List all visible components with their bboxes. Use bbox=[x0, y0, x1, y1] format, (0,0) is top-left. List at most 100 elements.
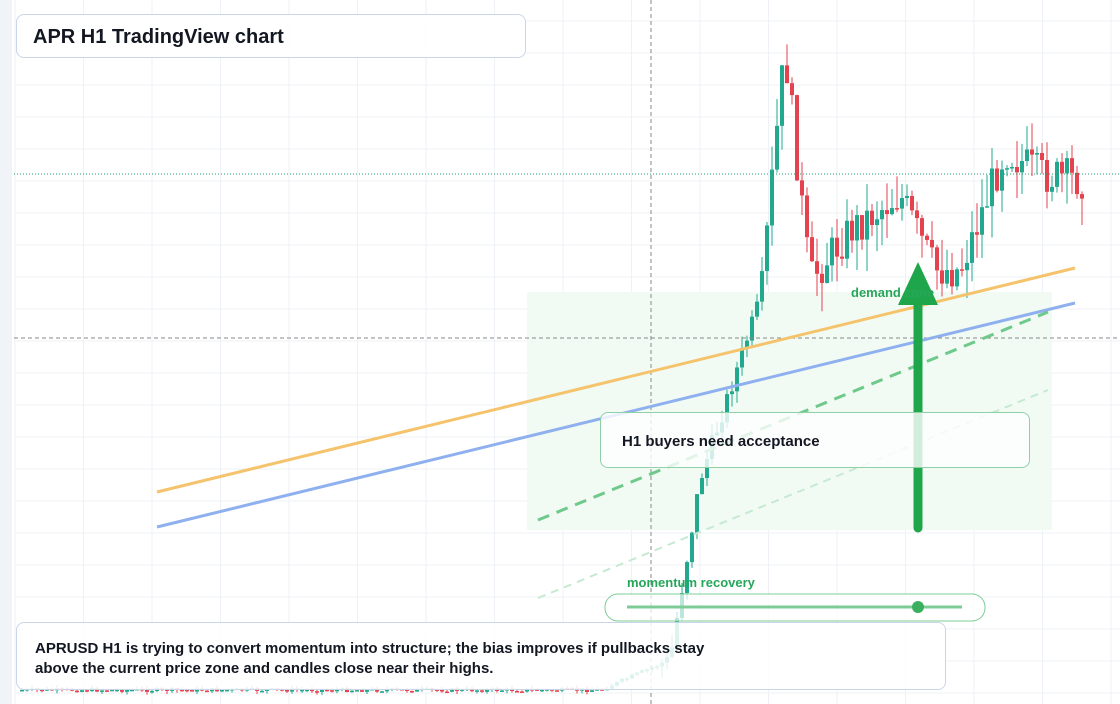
arrow-head bbox=[898, 262, 938, 305]
candle-body bbox=[520, 691, 524, 693]
candle-body bbox=[310, 689, 314, 692]
candle-body bbox=[755, 301, 759, 317]
candle-body bbox=[130, 689, 134, 692]
candle-body bbox=[930, 239, 934, 248]
candle-body bbox=[830, 237, 834, 266]
callout: H1 buyers need acceptance bbox=[622, 433, 820, 450]
candle-body bbox=[745, 340, 749, 349]
candles bbox=[20, 44, 1084, 696]
candle-body bbox=[960, 269, 964, 271]
candle-body bbox=[705, 458, 709, 479]
indicator-dot bbox=[912, 601, 924, 613]
candle-body bbox=[85, 690, 89, 692]
candle-body bbox=[750, 316, 754, 341]
candle-body bbox=[480, 690, 484, 692]
candle-body bbox=[910, 195, 914, 211]
candle-body bbox=[875, 219, 879, 226]
candle-body bbox=[1075, 172, 1079, 195]
candle-body bbox=[440, 689, 444, 692]
candle-body bbox=[815, 261, 819, 274]
candle-body bbox=[985, 206, 989, 208]
candle-body bbox=[125, 689, 129, 692]
candle-body bbox=[360, 690, 364, 692]
candle-body bbox=[840, 256, 844, 259]
candle-body bbox=[785, 65, 789, 84]
title-box: APR H1 TradingView chart bbox=[16, 14, 526, 58]
candle-body bbox=[105, 690, 109, 692]
candle-body bbox=[780, 65, 784, 126]
candle-body bbox=[1035, 152, 1039, 155]
candle-body bbox=[145, 689, 149, 692]
candle-body bbox=[1045, 160, 1049, 192]
candle-body bbox=[790, 83, 794, 96]
candle-body bbox=[350, 690, 354, 693]
candle-body bbox=[1070, 158, 1074, 173]
candle-body bbox=[1010, 166, 1014, 169]
candle-body bbox=[905, 195, 909, 199]
note-line: APRUSD H1 is trying to convert momentum … bbox=[35, 640, 705, 657]
candle-body bbox=[225, 689, 229, 692]
candle-body bbox=[955, 269, 959, 287]
candle-body bbox=[845, 220, 849, 259]
candle-body bbox=[800, 180, 804, 196]
note-line: above the current price zone and candles… bbox=[35, 660, 494, 677]
candle-body bbox=[260, 690, 264, 693]
candle-body bbox=[945, 270, 949, 284]
candle-body bbox=[40, 689, 44, 692]
candle-body bbox=[980, 207, 984, 235]
candle-body bbox=[585, 688, 589, 692]
candle-body bbox=[20, 689, 24, 692]
candle-body bbox=[555, 690, 559, 692]
candle-body bbox=[915, 210, 919, 219]
candle-body bbox=[835, 237, 839, 257]
candle-body bbox=[995, 168, 999, 191]
candle-body bbox=[450, 688, 454, 692]
candle-body bbox=[590, 690, 594, 692]
candle-body bbox=[315, 691, 319, 693]
candle-body bbox=[1020, 160, 1024, 173]
candle-body bbox=[695, 494, 699, 533]
candle-body bbox=[880, 210, 884, 220]
candle-body bbox=[885, 210, 889, 215]
candle-body bbox=[1005, 168, 1009, 170]
candle-body bbox=[115, 689, 119, 692]
candle-body bbox=[535, 689, 539, 691]
candle-body bbox=[180, 689, 184, 692]
title: APR H1 TradingView chart bbox=[33, 26, 284, 48]
candle-body bbox=[410, 690, 414, 693]
candle-body bbox=[935, 247, 939, 271]
candle-body bbox=[700, 478, 704, 495]
candle-body bbox=[300, 689, 304, 692]
candle-body bbox=[1040, 152, 1044, 161]
candle-body bbox=[925, 235, 929, 240]
candle-body bbox=[325, 689, 329, 692]
candle-body bbox=[895, 208, 899, 210]
candle-body bbox=[485, 689, 489, 692]
candle-body bbox=[355, 690, 359, 692]
candle-body bbox=[860, 215, 864, 240]
candle-body bbox=[1000, 169, 1004, 191]
candle-body bbox=[1050, 186, 1054, 192]
candle-body bbox=[525, 688, 529, 692]
candle-body bbox=[1065, 158, 1069, 174]
candle-body bbox=[1060, 161, 1064, 174]
candle-body bbox=[870, 210, 874, 226]
candle-body bbox=[1055, 161, 1059, 187]
candle-body bbox=[80, 690, 84, 692]
candle-body bbox=[775, 125, 779, 170]
candle-body bbox=[150, 690, 154, 693]
candle-body bbox=[75, 690, 79, 693]
candle-body bbox=[990, 168, 994, 207]
candle-body bbox=[855, 215, 859, 241]
candle-body bbox=[975, 232, 979, 235]
candle-body bbox=[185, 689, 189, 692]
candle-body bbox=[365, 689, 369, 692]
candle-body bbox=[120, 689, 124, 692]
candle-body bbox=[515, 691, 519, 693]
candle-body bbox=[740, 348, 744, 368]
candle-body bbox=[500, 690, 504, 692]
candle-body bbox=[265, 689, 269, 691]
zone-label: demand zone bbox=[851, 285, 935, 300]
candle-body bbox=[825, 265, 829, 283]
